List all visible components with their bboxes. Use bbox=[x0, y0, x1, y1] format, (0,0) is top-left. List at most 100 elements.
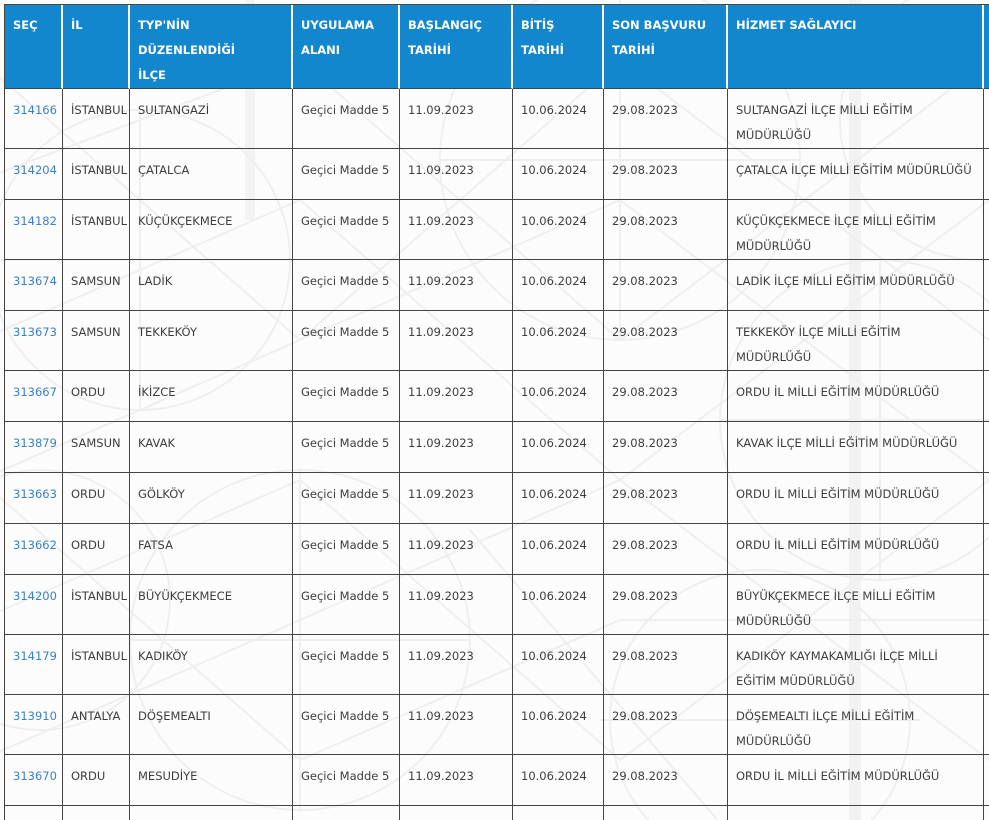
cell-extra-clipped bbox=[984, 695, 989, 755]
program-id-link[interactable]: 314200 bbox=[13, 589, 57, 603]
cell-alan: Geçici Madde 5 bbox=[293, 311, 400, 371]
cell-saglayici: ORDU İL MİLLİ EĞİTİM MÜDÜRLÜĞÜ bbox=[728, 371, 984, 422]
cell-saglayici: KADIKÖY KAYMAKAMLIĞI İLÇE MİLLİ EĞİTİM M… bbox=[728, 635, 984, 695]
program-id-link[interactable]: 313663 bbox=[13, 487, 57, 501]
table-row: 313662 ORDU FATSA Geçici Madde 5 11.09.2023 1… bbox=[5, 524, 989, 575]
cell-baslangic: 11.09.2023 bbox=[400, 695, 513, 755]
cell-baslangic: 11.09.2023 bbox=[400, 149, 513, 200]
cell-ilce: İKİZCE bbox=[130, 371, 293, 422]
cell-saglayici: TEKKEKÖY İLÇE MİLLİ EĞİTİM MÜDÜRLÜĞÜ bbox=[728, 311, 984, 371]
cell-ilce: KÜÇÜKÇEKMECE bbox=[130, 200, 293, 260]
cell-saglayici: KÜÇÜKÇEKMECE İLÇE MİLLİ EĞİTİM MÜDÜRLÜĞÜ bbox=[728, 200, 984, 260]
cell-saglayici: BÜYÜKÇEKMECE İLÇE MİLLİ EĞİTİM MÜDÜRLÜĞÜ bbox=[728, 575, 984, 635]
cell-alan: Geçici Madde 5 bbox=[293, 473, 400, 524]
program-id-link[interactable]: 313667 bbox=[13, 385, 57, 399]
cell-extra-clipped bbox=[984, 422, 989, 473]
cell-son_basvuru: 29.08.2023 bbox=[604, 695, 728, 755]
cell-il: SAMSUN bbox=[63, 422, 130, 473]
cell-ilce: ÇATALCA bbox=[130, 149, 293, 200]
cell-sec: 313914 bbox=[5, 806, 63, 820]
cell-sec: 313667 bbox=[5, 371, 63, 422]
cell-bitis: 10.06.2024 bbox=[513, 524, 604, 575]
cell-son_basvuru: 29.08.2023 bbox=[604, 755, 728, 806]
cell-saglayici: ÇATALCA İLÇE MİLLİ EĞİTİM MÜDÜRLÜĞÜ bbox=[728, 149, 984, 200]
cell-alan: Geçici Madde 5 bbox=[293, 149, 400, 200]
cell-extra-clipped bbox=[984, 473, 989, 524]
cell-bitis: 10.06.2024 bbox=[513, 422, 604, 473]
program-id-link[interactable]: 313662 bbox=[13, 538, 57, 552]
cell-extra-clipped bbox=[984, 200, 989, 260]
table-row: 314200 İSTANBUL BÜYÜKÇEKMECE Geçici Madde 5… bbox=[5, 575, 989, 635]
cell-baslangic: 11.09.2023 bbox=[400, 371, 513, 422]
table-row: 313670 ORDU MESUDİYE Geçici Madde 5 11.09.20… bbox=[5, 755, 989, 806]
cell-il: ANTALYA bbox=[63, 806, 130, 820]
cell-il: İSTANBUL bbox=[63, 635, 130, 695]
cell-ilce: TEKKEKÖY bbox=[130, 311, 293, 371]
cell-alan: Geçici Madde 5 bbox=[293, 524, 400, 575]
program-id-link[interactable]: 313670 bbox=[13, 769, 57, 783]
column-header-sec: SEÇ bbox=[5, 5, 63, 89]
cell-extra-clipped bbox=[984, 755, 989, 806]
cell-alan: Geçici Madde 5 bbox=[293, 422, 400, 473]
program-id-link[interactable]: 313910 bbox=[13, 709, 57, 723]
cell-sec: 314166 bbox=[5, 89, 63, 149]
cell-il: ORDU bbox=[63, 524, 130, 575]
table-row: 314204 İSTANBUL ÇATALCA Geçici Madde 5 11.09… bbox=[5, 149, 989, 200]
cell-baslangic: 11.09.2023 bbox=[400, 422, 513, 473]
cell-bitis: 10.06.2024 bbox=[513, 89, 604, 149]
column-header-extra-clipped bbox=[984, 5, 989, 89]
cell-son_basvuru: 29.08.2023 bbox=[604, 575, 728, 635]
table-row: 314182 İSTANBUL KÜÇÜKÇEKMECE Geçici Madde 5… bbox=[5, 200, 989, 260]
table-row: 313879 SAMSUN KAVAK Geçici Madde 5 11.09.202… bbox=[5, 422, 989, 473]
cell-extra-clipped bbox=[984, 524, 989, 575]
cell-baslangic: 11.09.2023 bbox=[400, 806, 513, 820]
typ-program-list-table: SEÇ İL TYP'NİN DÜZENLENDİĞİ İLÇE UYGULAMA A… bbox=[4, 4, 989, 820]
cell-extra-clipped bbox=[984, 149, 989, 200]
cell-ilce: BÜYÜKÇEKMECE bbox=[130, 575, 293, 635]
cell-son_basvuru: 29.08.2023 bbox=[604, 200, 728, 260]
cell-bitis: 10.06.2024 bbox=[513, 260, 604, 311]
cell-saglayici: LADİK İLÇE MİLLİ EĞİTİM MÜDÜRLÜĞÜ bbox=[728, 260, 984, 311]
cell-bitis: 10.06.2024 bbox=[513, 311, 604, 371]
cell-extra-clipped bbox=[984, 806, 989, 820]
cell-il: ORDU bbox=[63, 755, 130, 806]
cell-bitis: 10.06.2024 bbox=[513, 149, 604, 200]
cell-sec: 313673 bbox=[5, 311, 63, 371]
program-id-link[interactable]: 313674 bbox=[13, 274, 57, 288]
column-header-saglayici: HİZMET SAĞLAYICI bbox=[728, 5, 984, 89]
cell-sec: 314179 bbox=[5, 635, 63, 695]
program-id-link[interactable]: 314179 bbox=[13, 649, 57, 663]
cell-saglayici: ORDU İL MİLLİ EĞİTİM MÜDÜRLÜĞÜ bbox=[728, 755, 984, 806]
program-id-link[interactable]: 313673 bbox=[13, 325, 57, 339]
table-row: 313667 ORDU İKİZCE Geçici Madde 5 11.09.2023… bbox=[5, 371, 989, 422]
cell-extra-clipped bbox=[984, 575, 989, 635]
cell-il: ORDU bbox=[63, 371, 130, 422]
table-row: 313674 SAMSUN LADİK Geçici Madde 5 11.09.202… bbox=[5, 260, 989, 311]
cell-son_basvuru: 29.08.2023 bbox=[604, 473, 728, 524]
column-header-son_basvuru: SON BAŞVURU TARİHİ bbox=[604, 5, 728, 89]
cell-baslangic: 11.09.2023 bbox=[400, 575, 513, 635]
cell-bitis: 10.06.2024 bbox=[513, 200, 604, 260]
cell-alan: Geçici Madde 5 bbox=[293, 755, 400, 806]
cell-bitis: 10.06.2024 bbox=[513, 806, 604, 820]
cell-bitis: 10.06.2024 bbox=[513, 371, 604, 422]
cell-il: İSTANBUL bbox=[63, 149, 130, 200]
cell-alan: Geçici Madde 5 bbox=[293, 89, 400, 149]
program-id-link[interactable]: 314166 bbox=[13, 103, 57, 117]
program-id-link[interactable]: 314204 bbox=[13, 163, 57, 177]
cell-alan: Geçici Madde 5 bbox=[293, 260, 400, 311]
cell-son_basvuru: 29.08.2023 bbox=[604, 371, 728, 422]
cell-saglayici: SULTANGAZİ İLÇE MİLLİ EĞİTİM MÜDÜRLÜĞÜ bbox=[728, 89, 984, 149]
cell-son_basvuru: 29.08.2023 bbox=[604, 260, 728, 311]
cell-extra-clipped bbox=[984, 371, 989, 422]
cell-baslangic: 11.09.2023 bbox=[400, 635, 513, 695]
program-id-link[interactable]: 313879 bbox=[13, 436, 57, 450]
cell-bitis: 10.06.2024 bbox=[513, 695, 604, 755]
column-header-bitis: BİTİŞ TARİHİ bbox=[513, 5, 604, 89]
program-id-link[interactable]: 314182 bbox=[13, 214, 57, 228]
column-header-alan: UYGULAMA ALANI bbox=[293, 5, 400, 89]
cell-baslangic: 11.09.2023 bbox=[400, 524, 513, 575]
cell-son_basvuru: 29.08.2023 bbox=[604, 149, 728, 200]
cell-alan: Geçici Madde 5 bbox=[293, 635, 400, 695]
